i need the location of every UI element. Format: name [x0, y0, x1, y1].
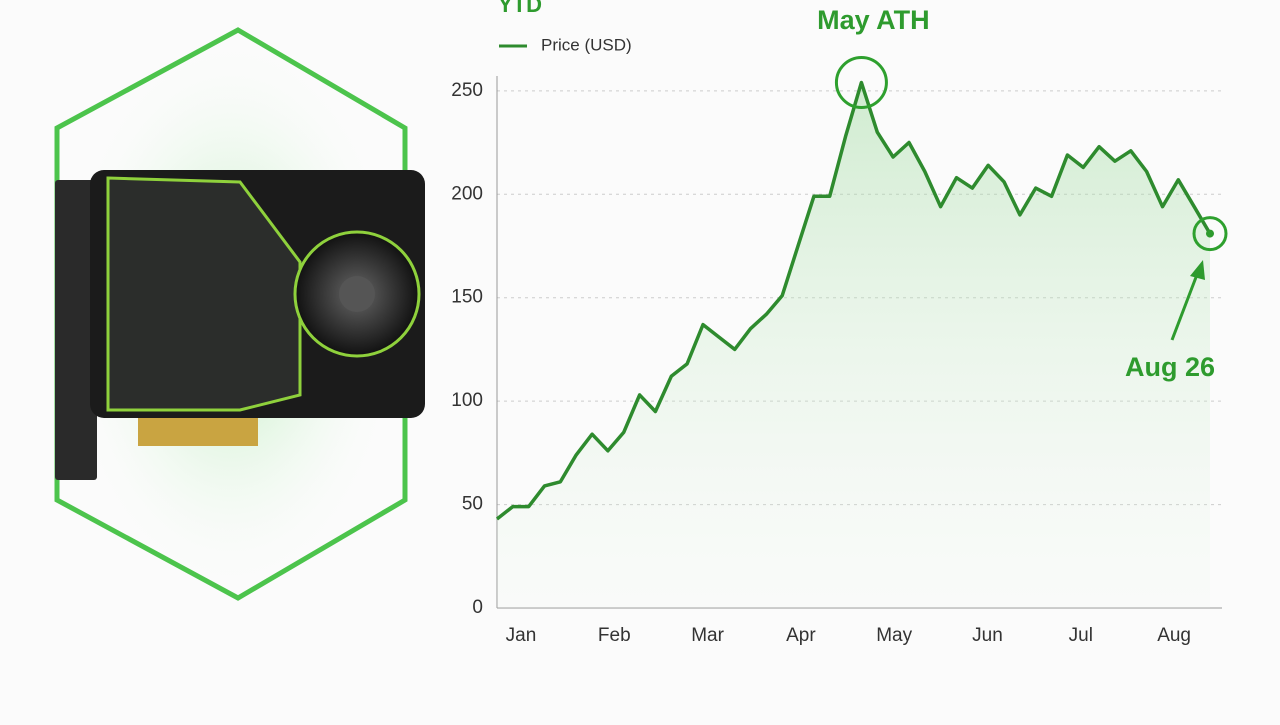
y-tick-label: 100 [451, 390, 483, 411]
annotation-circle [834, 56, 888, 110]
annotation-circle [1192, 216, 1228, 252]
y-tick-label: 150 [451, 287, 483, 308]
price-line [495, 80, 1212, 521]
annotation-arrowhead [1190, 260, 1205, 280]
legend-label: Price (USD) [541, 35, 632, 54]
gpu-illustration [54, 27, 425, 601]
x-tick-label: Aug [1157, 625, 1191, 646]
annotation-label: Aug 26 [1125, 352, 1215, 382]
chart-title: YTD [498, 0, 542, 17]
y-tick-label: 250 [451, 80, 483, 101]
annotation-arrow [1170, 271, 1200, 341]
x-tick-label: May [876, 625, 912, 646]
x-tick-label: Jul [1069, 625, 1093, 646]
annotation-dot [1206, 229, 1214, 238]
y-tick-label: 0 [472, 597, 483, 618]
y-tick-label: 50 [462, 494, 483, 515]
x-tick-label: Feb [598, 625, 631, 646]
x-tick-label: Apr [786, 625, 816, 646]
y-tick-label: 200 [451, 183, 483, 204]
x-tick-label: Jun [972, 625, 1003, 646]
x-tick-label: Mar [691, 625, 724, 646]
annotation-label: May ATH [817, 5, 930, 35]
x-tick-label: Jan [506, 625, 537, 646]
area-fill [497, 82, 1210, 608]
